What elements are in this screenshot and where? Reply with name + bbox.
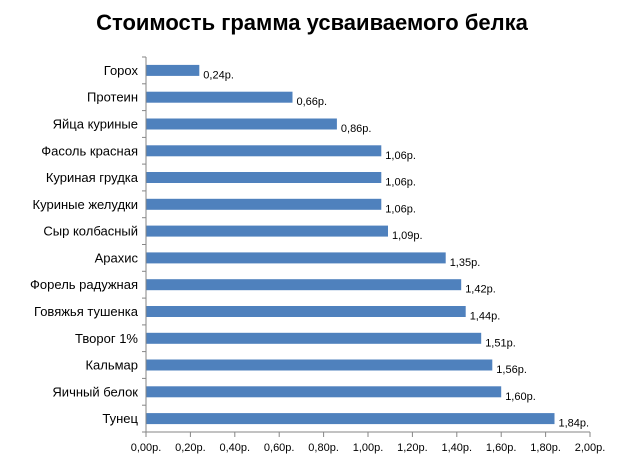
category-label: Яйца куриные <box>53 117 138 132</box>
data-label: 0,24р. <box>203 69 234 81</box>
bar <box>146 279 462 291</box>
bar <box>146 252 446 264</box>
data-label: 1,60р. <box>505 391 536 403</box>
data-label: 1,06р. <box>385 177 416 189</box>
bar <box>146 118 337 130</box>
x-tick-label: 0,20р. <box>175 442 206 454</box>
bar <box>146 91 293 103</box>
category-label: Творог 1% <box>75 331 138 346</box>
data-label: 0,86р. <box>341 123 372 135</box>
axes-group: Горох Протеин Яйца куриные Фасоль красная Ку… <box>30 56 606 454</box>
x-tick-label: 1,80р. <box>530 442 561 454</box>
x-tick-label: 1,00р. <box>353 442 384 454</box>
data-label: 1,35р. <box>450 257 481 269</box>
data-label: 1,42р. <box>465 284 496 296</box>
category-label: Протеин <box>87 90 138 105</box>
bar <box>146 225 388 237</box>
bar <box>146 306 466 317</box>
category-label: Форель радужная <box>30 277 138 292</box>
data-label: 1,44р. <box>470 311 501 323</box>
category-label: Арахис <box>95 250 139 265</box>
chart-title: Стоимость грамма усваиваемого белка <box>96 10 528 35</box>
bar <box>146 359 493 371</box>
data-label: 1,09р. <box>392 230 423 242</box>
x-tick-label: 0,00р. <box>131 442 162 454</box>
bar <box>146 386 502 398</box>
bar <box>146 413 555 425</box>
data-label: 1,06р. <box>385 150 416 162</box>
data-label: 1,56р. <box>496 364 527 376</box>
data-label: 0,66р. <box>297 96 328 108</box>
category-label: Сыр колбасный <box>43 224 138 239</box>
category-label: Тунец <box>102 411 138 426</box>
x-tick-label: 0,80р. <box>308 442 339 454</box>
category-label: Куриная грудка <box>46 170 139 185</box>
data-label: 1,84р. <box>559 418 590 430</box>
bar <box>146 64 200 76</box>
x-tick-label: 1,40р. <box>442 442 473 454</box>
x-tick-label: 0,40р. <box>220 442 251 454</box>
category-label: Яичный белок <box>52 384 138 399</box>
category-label: Фасоль красная <box>41 143 138 158</box>
bar <box>146 198 382 210</box>
bar <box>146 172 382 183</box>
x-tick-label: 1,60р. <box>486 442 517 454</box>
data-label: 1,51р. <box>485 337 516 349</box>
x-tick-label: 0,60р. <box>264 442 295 454</box>
category-label: Кальмар <box>85 358 138 373</box>
bar <box>146 332 482 344</box>
category-label: Куриные желудки <box>33 197 138 212</box>
bars-group: 0,24р. 0,66р. 0,86р. 1,06р. 1,06р. 1,06р. 1,09… <box>146 64 590 430</box>
x-tick-label: 2,00р. <box>575 442 606 454</box>
bar <box>146 145 382 157</box>
category-label: Горох <box>104 63 139 78</box>
x-tick-label: 1,20р. <box>397 442 428 454</box>
data-label: 1,06р. <box>385 203 416 215</box>
category-label: Говяжья тушенка <box>34 304 139 319</box>
